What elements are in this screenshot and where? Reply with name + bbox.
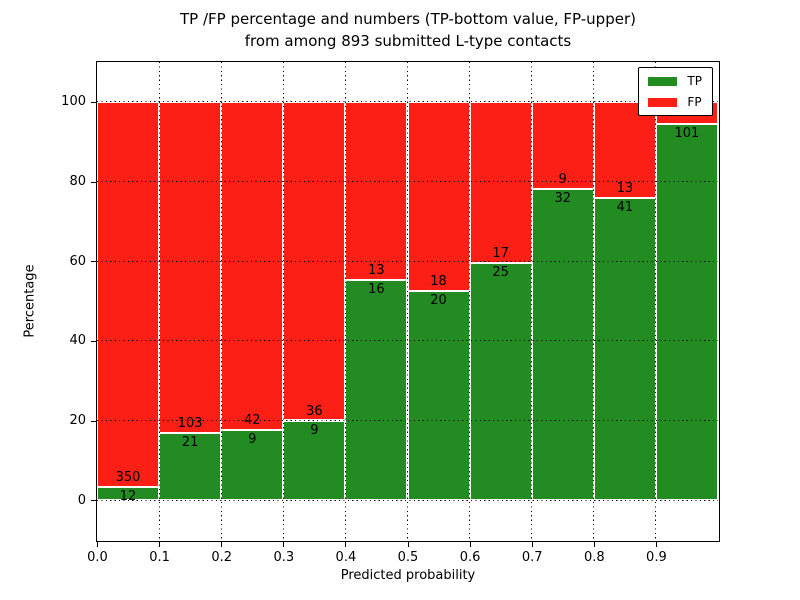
y-tick-mark bbox=[91, 101, 96, 103]
tp-count-label: 41 bbox=[616, 199, 634, 215]
gridline-vertical bbox=[469, 62, 471, 540]
fp-legend-swatch bbox=[648, 97, 678, 107]
x-tick-mark bbox=[345, 542, 347, 547]
fp-count-label: 36 bbox=[306, 403, 323, 419]
gridline-horizontal bbox=[97, 260, 718, 262]
tp-bar-segment bbox=[407, 290, 470, 501]
fp-count-label: 18 bbox=[430, 273, 447, 289]
legend: TP FP bbox=[638, 67, 713, 116]
tp-legend-label: TP bbox=[687, 74, 702, 88]
fp-bar-segment bbox=[531, 101, 594, 190]
gridline-vertical bbox=[158, 62, 160, 540]
fp-legend-label: FP bbox=[687, 95, 702, 109]
x-tick-mark bbox=[221, 542, 223, 547]
y-tick-label: 100 bbox=[61, 94, 86, 110]
gridline-vertical bbox=[531, 62, 533, 540]
gridline-horizontal bbox=[97, 181, 718, 182]
gridline-vertical bbox=[593, 62, 595, 540]
fp-count-label: 17 bbox=[492, 246, 509, 262]
x-tick-mark bbox=[407, 542, 409, 547]
y-tick-label: 40 bbox=[69, 333, 86, 349]
y-tick-label: 20 bbox=[69, 413, 86, 428]
tp-bar-segment bbox=[159, 432, 222, 501]
tp-count-label: 21 bbox=[181, 434, 199, 450]
y-tick-label: 60 bbox=[69, 253, 86, 269]
fp-bar-segment bbox=[345, 101, 408, 281]
legend-entry-fp: FP bbox=[648, 96, 702, 108]
fp-count-label: 13 bbox=[368, 263, 385, 279]
x-tick-label: 0.9 bbox=[646, 550, 667, 565]
y-tick-label: 0 bbox=[77, 492, 86, 508]
tp-bar-segment bbox=[531, 189, 594, 501]
gridline-horizontal bbox=[97, 101, 718, 103]
tp-count-label: 25 bbox=[492, 265, 509, 281]
x-tick-label: 0.2 bbox=[211, 550, 233, 565]
x-tick-label: 0.6 bbox=[459, 550, 481, 565]
legend-entry-tp: TP bbox=[648, 75, 702, 87]
fp-bar-segment bbox=[159, 101, 222, 433]
tp-count-label: 12 bbox=[119, 488, 137, 504]
y-tick-mark bbox=[91, 500, 96, 502]
tp-count-label: 9 bbox=[248, 431, 257, 447]
tp-count-label: 9 bbox=[310, 422, 319, 438]
gridline-vertical bbox=[220, 62, 222, 540]
tp-bar-segment bbox=[97, 486, 160, 501]
y-tick-mark bbox=[91, 181, 96, 183]
gridline-horizontal bbox=[97, 420, 718, 421]
tp-bar-segment bbox=[593, 197, 656, 501]
x-tick-mark bbox=[655, 542, 657, 547]
x-tick-mark bbox=[283, 542, 285, 547]
x-tick-mark bbox=[469, 542, 471, 547]
fp-count-label: 350 bbox=[115, 469, 141, 485]
tp-bar-segment bbox=[221, 429, 284, 501]
x-tick-label: 0.7 bbox=[521, 550, 543, 565]
fp-count-label: 42 bbox=[243, 412, 261, 428]
x-tick-label: 0.5 bbox=[397, 550, 419, 565]
x-tick-label: 0.1 bbox=[149, 550, 170, 565]
tp-count-label: 32 bbox=[554, 191, 572, 207]
fp-bar-segment bbox=[221, 101, 284, 430]
tp-legend-swatch bbox=[648, 76, 678, 86]
y-tick-mark bbox=[91, 340, 96, 342]
y-tick-label: 80 bbox=[69, 174, 86, 189]
x-tick-label: 0.4 bbox=[335, 550, 357, 565]
x-tick-label: 0.0 bbox=[87, 550, 108, 565]
fp-count-label: 9 bbox=[558, 172, 567, 188]
x-axis-label: Predicted probability bbox=[340, 568, 476, 583]
fp-bar-segment bbox=[469, 101, 532, 264]
y-axis-label: Percentage bbox=[22, 264, 38, 338]
fp-count-label: 103 bbox=[177, 415, 203, 431]
tp-bar-segment bbox=[283, 420, 346, 501]
fp-bar-segment bbox=[97, 101, 160, 487]
tp-bar-segment bbox=[345, 280, 408, 501]
y-tick-mark bbox=[91, 261, 96, 263]
tp-bar-segment bbox=[469, 263, 532, 501]
x-tick-mark bbox=[593, 542, 595, 547]
gridline-vertical bbox=[655, 62, 657, 540]
x-tick-mark bbox=[97, 542, 98, 547]
gridline-vertical bbox=[282, 62, 284, 540]
chart-title-line1: TP /FP percentage and numbers (TP-bottom… bbox=[180, 10, 636, 28]
x-tick-mark bbox=[531, 542, 533, 547]
fp-count-label: 13 bbox=[616, 180, 634, 196]
gridline-horizontal bbox=[97, 340, 718, 342]
gridline-vertical bbox=[407, 62, 408, 540]
tp-bar-segment bbox=[655, 124, 718, 501]
tp-count-label: 20 bbox=[430, 292, 447, 308]
y-tick-mark bbox=[91, 420, 96, 422]
plot-inner: 350 12 103 21 42 9 36 9 13 16 18 20 17 25 9 32 13 41 101 bbox=[97, 62, 718, 540]
tp-count-label: 101 bbox=[674, 126, 700, 142]
fp-bar-segment bbox=[407, 101, 470, 291]
x-tick-label: 0.3 bbox=[273, 550, 295, 565]
chart-title-line2: from among 893 submitted L-type contacts bbox=[244, 32, 572, 50]
x-tick-label: 0.8 bbox=[583, 550, 605, 565]
gridline-horizontal bbox=[97, 499, 718, 501]
gridline-vertical bbox=[344, 62, 346, 540]
tp-count-label: 16 bbox=[368, 282, 385, 298]
plot-area: 350 12 103 21 42 9 36 9 13 16 18 20 17 25 9 32 13 41 101 T… bbox=[96, 61, 720, 542]
chart-title: TP /FP percentage and numbers (TP-bottom… bbox=[96, 8, 720, 52]
x-tick-mark bbox=[159, 542, 161, 547]
